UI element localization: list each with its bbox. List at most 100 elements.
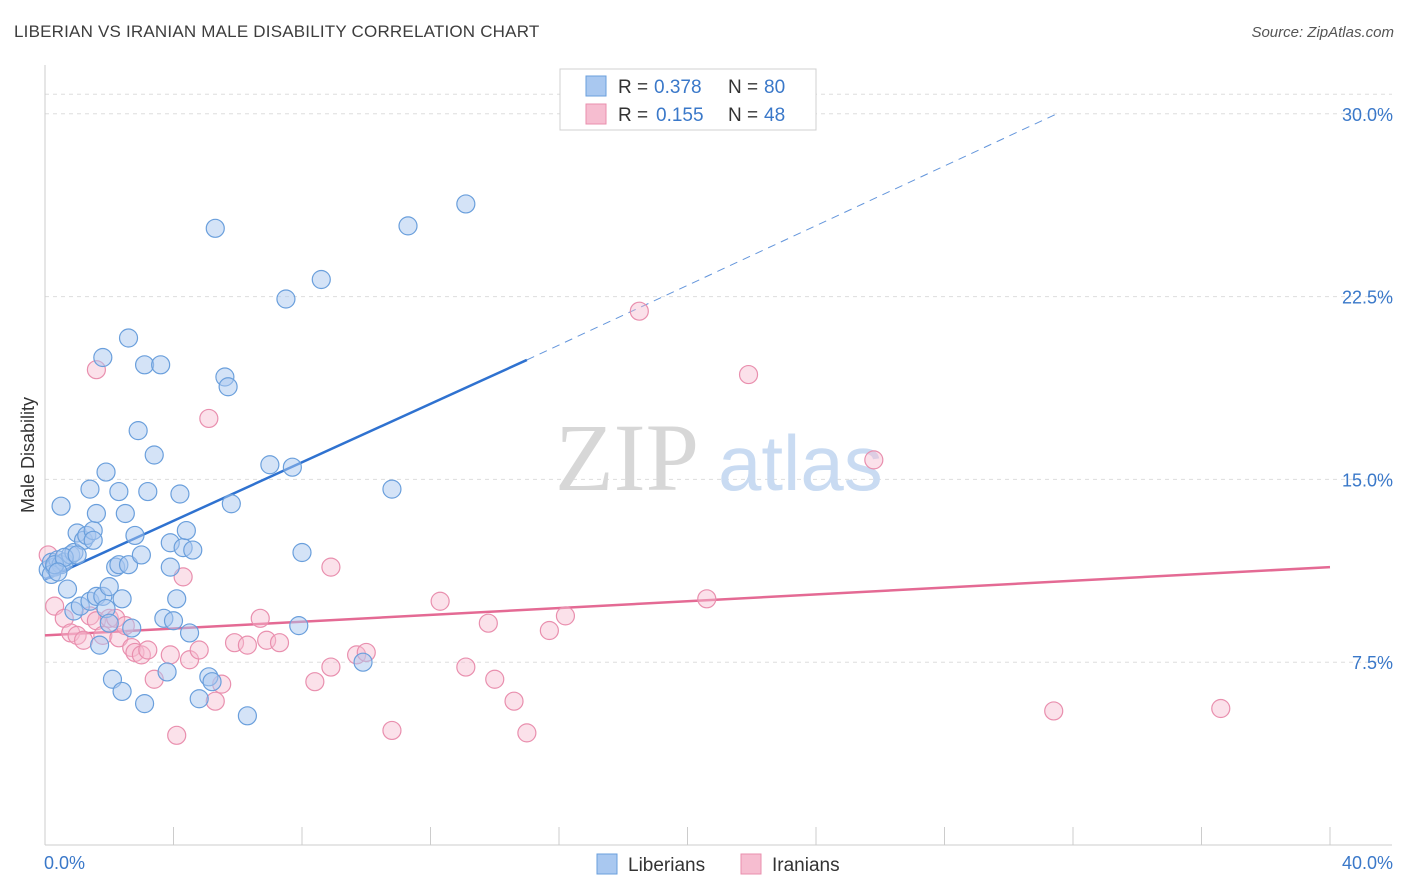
watermark-atlas: atlas — [718, 419, 883, 507]
liberians-point — [160, 557, 180, 577]
iranians-point — [738, 364, 759, 385]
liberians-point — [48, 562, 68, 582]
iranians-point — [179, 650, 200, 670]
liberians-point — [456, 194, 476, 214]
liberians-point — [131, 545, 151, 565]
liberians-point — [138, 481, 158, 502]
grid-lines — [45, 93, 1392, 663]
liberians-point — [163, 611, 184, 631]
iranians-point — [1211, 698, 1231, 719]
y-axis-title: Male Disability — [18, 397, 38, 513]
iranians-point — [160, 645, 180, 665]
iranians-point — [305, 672, 325, 692]
liberians-point — [237, 706, 257, 726]
liberians-point — [57, 579, 78, 599]
legend-r-value-liberians: 0.378 — [654, 77, 702, 98]
liberians-point — [157, 662, 177, 682]
iranians-point — [629, 301, 649, 321]
liberians-point — [118, 328, 139, 348]
x-tick-label-0: 0.0% — [44, 853, 85, 873]
liberians-point — [179, 623, 200, 643]
iranians-point — [485, 669, 505, 689]
legend-r-label-iranians: R = — [618, 105, 648, 126]
liberians-point — [221, 494, 241, 514]
liberians-point — [109, 481, 129, 502]
liberians-point — [202, 672, 222, 692]
liberians-point — [134, 694, 155, 714]
iranians-point — [321, 557, 341, 577]
liberians-point — [80, 479, 100, 499]
legend-n-value-liberians: 80 — [764, 77, 785, 98]
iranians-point — [504, 691, 524, 711]
liberians-point — [96, 462, 116, 482]
liberians-points — [38, 194, 476, 726]
bottom-legend-label-liberians: Liberians — [628, 855, 705, 876]
liberians-point — [99, 577, 119, 597]
liberians-point — [112, 589, 132, 609]
iranians-point — [250, 608, 270, 628]
iranians-point — [478, 613, 498, 633]
x-tick-label-1: 40.0% — [1342, 853, 1393, 873]
trend-lines — [44, 113, 1331, 637]
watermark: ZIP atlas — [555, 404, 883, 511]
axes — [44, 65, 1392, 846]
iranians-point — [138, 640, 158, 660]
legend-n-value-iranians: 48 — [764, 105, 785, 126]
iranians-point — [199, 408, 219, 429]
liberians-point — [86, 503, 107, 524]
liberians-point — [90, 635, 110, 655]
iranians-point — [73, 630, 94, 650]
iranians-point — [697, 589, 717, 609]
liberians-point — [99, 613, 119, 633]
legend: R = 0.378 N = 80 R = 0.155 N = 48 — [559, 68, 817, 131]
liberians-trendline-extension — [526, 113, 1058, 361]
liberians-point — [51, 496, 71, 516]
liberians-point — [282, 457, 302, 477]
bottom-legend: Liberians Iranians — [596, 853, 840, 876]
iranians-point — [1044, 701, 1064, 721]
iranians-point — [382, 720, 402, 741]
bottom-legend-label-iranians: Iranians — [772, 855, 840, 876]
liberians-point — [189, 689, 209, 709]
y-tick-label-3: 30.0% — [1342, 105, 1393, 125]
liberians-point — [118, 555, 139, 575]
liberians-point — [311, 269, 331, 290]
liberians-point — [144, 445, 164, 465]
liberians-point — [170, 484, 190, 504]
y-tick-labels: 7.5% 15.0% 22.5% 30.0% — [1342, 105, 1393, 673]
iranians-point — [269, 633, 290, 653]
iranians-point — [539, 620, 559, 641]
legend-n-label-iranians: N = — [728, 105, 758, 126]
liberians-point — [398, 216, 418, 236]
legend-r-value-iranians: 0.155 — [656, 105, 704, 126]
liberians-point — [382, 479, 402, 499]
iranians-point — [205, 691, 225, 711]
liberians-point — [289, 616, 309, 636]
liberians-point — [183, 540, 203, 560]
liberians-point — [151, 355, 171, 375]
liberians-point — [112, 681, 132, 702]
liberians-point — [276, 289, 296, 309]
bottom-legend-swatch-liberians — [596, 853, 618, 875]
iranians-point — [517, 723, 537, 743]
legend-r-label-liberians: R = — [618, 77, 648, 98]
source-credit: Source: ZipAtlas.com — [1251, 24, 1394, 41]
iranians-point — [430, 591, 450, 611]
y-tick-label-2: 22.5% — [1342, 288, 1393, 308]
liberians-point — [128, 421, 148, 441]
iranians-point — [189, 640, 209, 660]
liberians-point — [67, 545, 87, 565]
legend-swatch-liberians — [585, 75, 607, 97]
chart-title: LIBERIAN VS IRANIAN MALE DISABILITY CORR… — [14, 22, 540, 41]
iranians-point — [167, 725, 187, 745]
liberians-point — [134, 355, 155, 375]
iranians-point — [109, 628, 129, 648]
legend-n-label-liberians: N = — [728, 77, 758, 98]
liberians-point — [125, 525, 145, 546]
x-tick-labels: 0.0% 40.0% — [44, 853, 1393, 873]
iranians-trendline — [44, 565, 1331, 637]
iranians-point — [456, 657, 476, 677]
liberians-point — [176, 520, 196, 541]
liberians-point — [122, 618, 142, 638]
liberians-point — [205, 218, 225, 238]
